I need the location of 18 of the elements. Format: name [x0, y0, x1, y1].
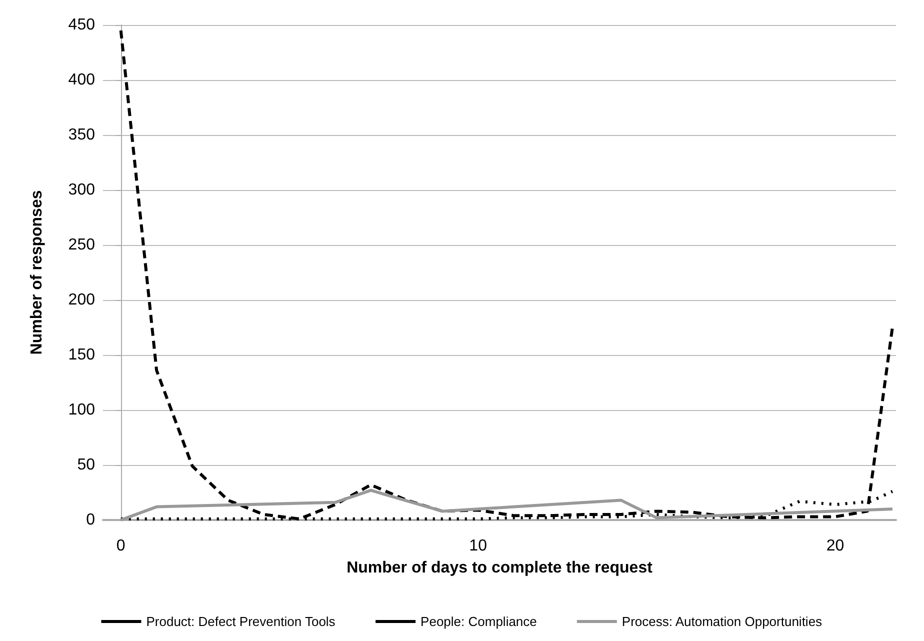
y-tick-label: 400 — [68, 72, 96, 88]
x-axis-title: Number of days to complete the request — [346, 560, 654, 576]
y-tick-label: 450 — [68, 16, 96, 34]
x-tick-label: 0 — [116, 538, 126, 554]
legend-label: Process: Automation Opportunities — [622, 614, 823, 629]
legend-label: Product: Defect Prevention Tools — [146, 614, 336, 629]
y-tick-label: 300 — [68, 182, 96, 198]
y-tick-label: 150 — [68, 346, 96, 364]
y-tick-label: 350 — [68, 126, 96, 144]
y-tick-label: 100 — [68, 402, 96, 418]
x-tick-label: 10 — [469, 538, 488, 554]
y-tick-label: 250 — [68, 236, 96, 254]
y-tick-label: 50 — [77, 456, 96, 474]
legend-label: People: Compliance — [420, 614, 537, 629]
x-tick-label: 20 — [826, 538, 844, 554]
y-axis-title: Number of responses — [28, 190, 46, 355]
y-tick-label: 0 — [86, 512, 96, 528]
y-tick-label: 200 — [68, 292, 96, 308]
